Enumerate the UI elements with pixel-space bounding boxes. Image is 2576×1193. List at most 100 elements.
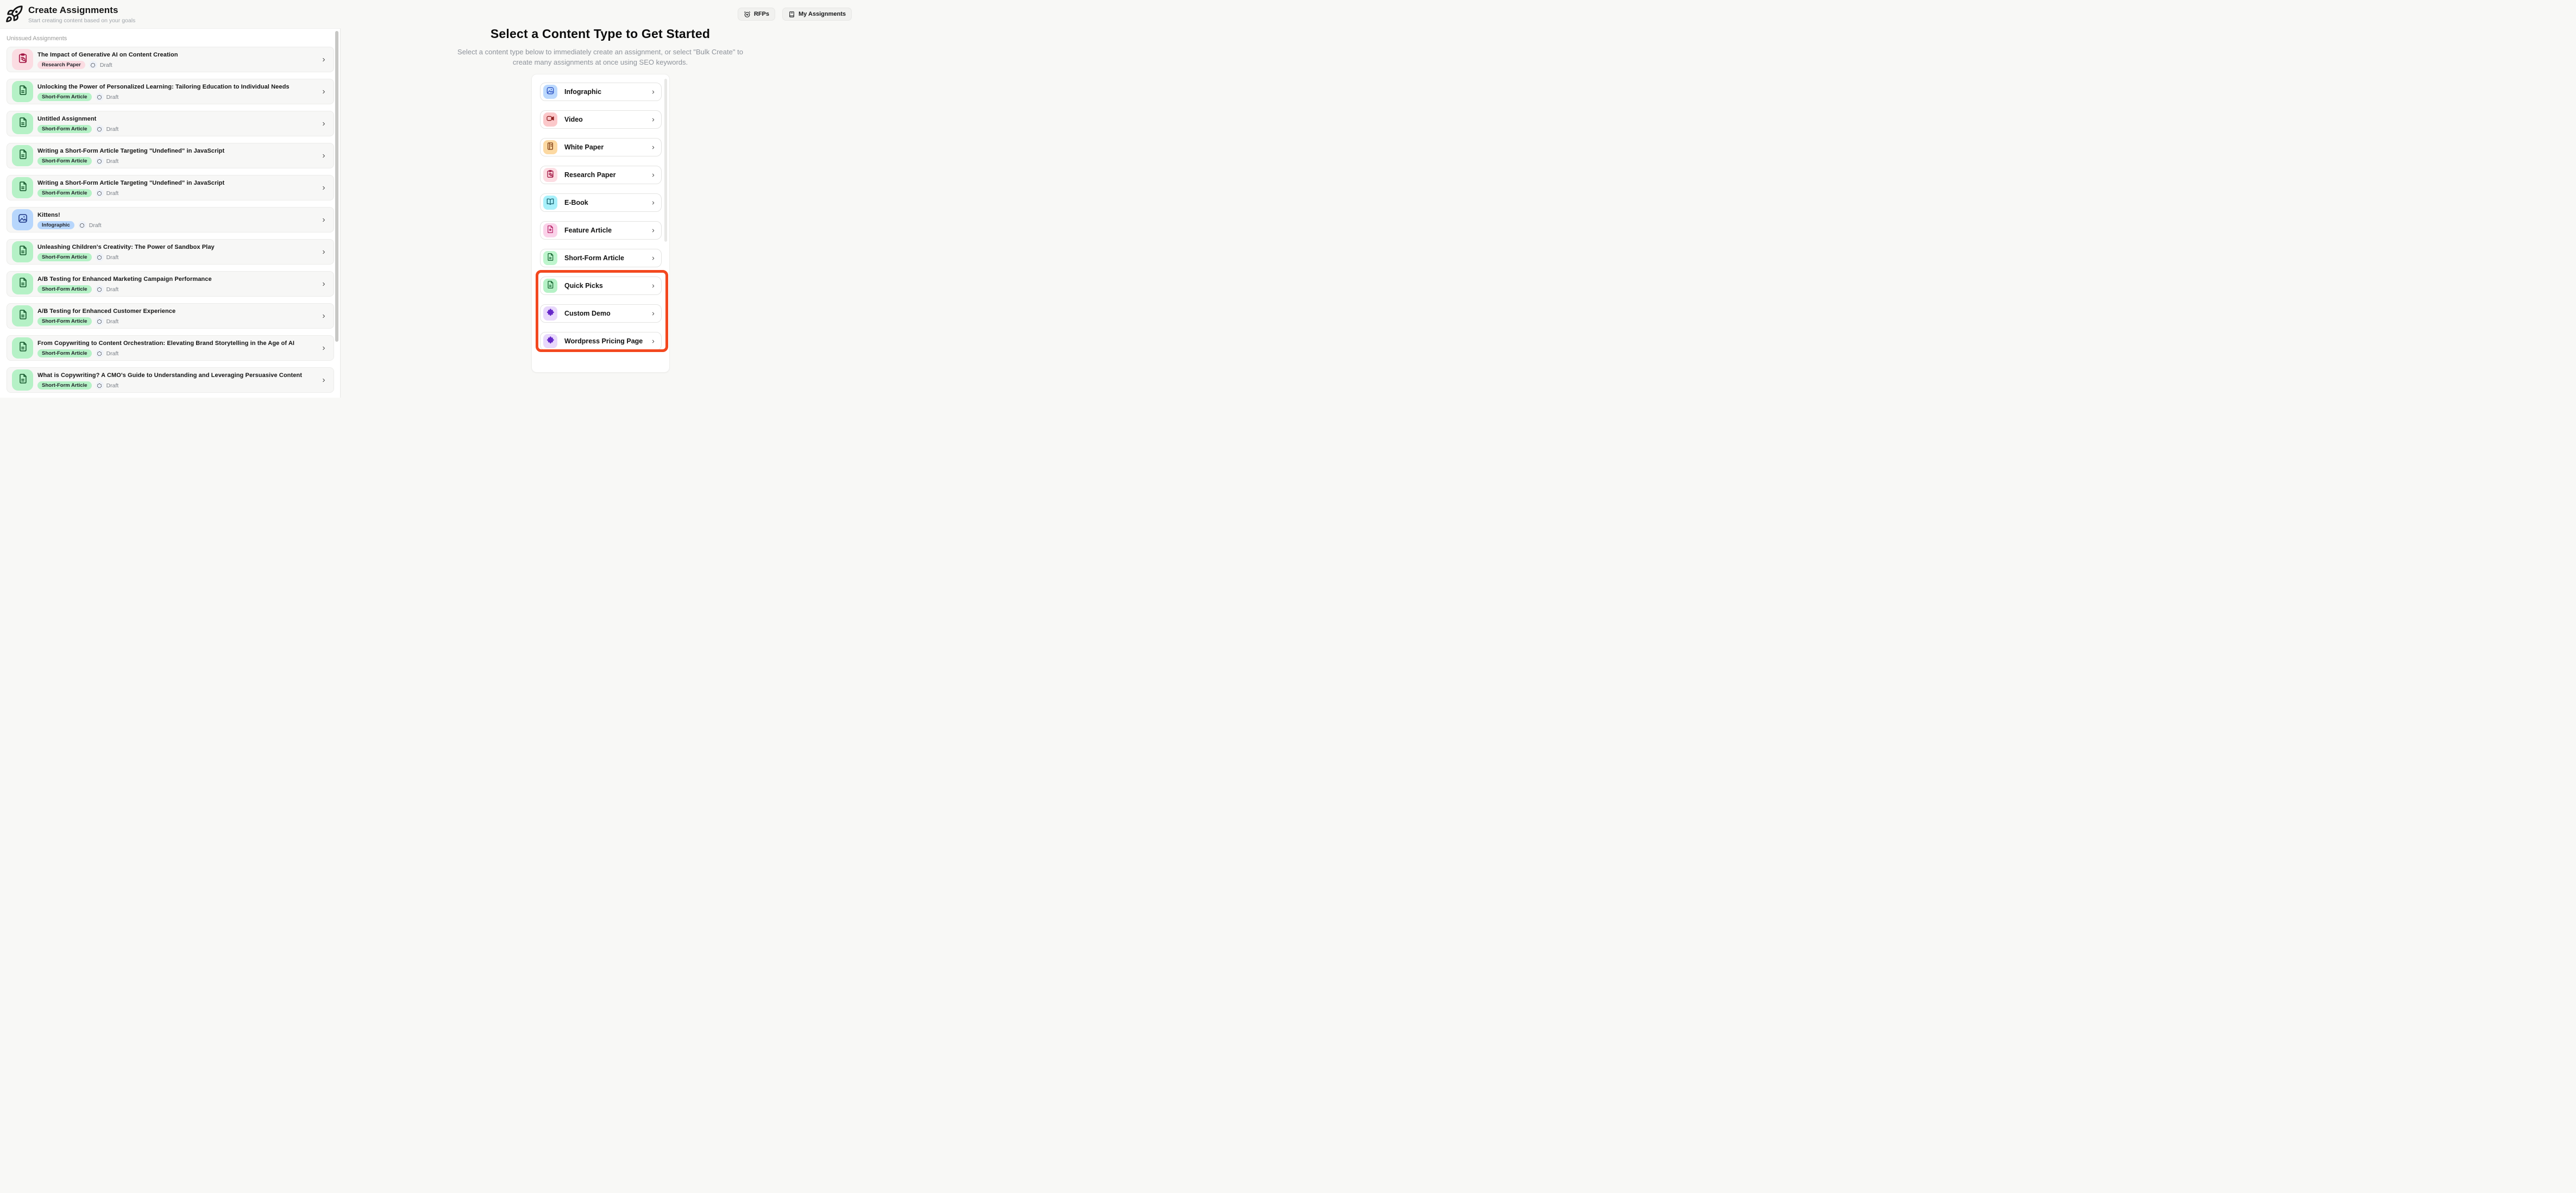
document-star-icon [543,223,557,237]
draft-status-icon [95,253,104,261]
content-type-scrollbar[interactable] [664,79,667,242]
content-type-label: Infographic [564,88,602,96]
chevron-right-icon [651,117,656,122]
assignment-card[interactable]: Kittens! Infographic Draft [7,207,334,233]
header-actions: RFPs My Assignments [737,8,852,21]
assignment-card[interactable]: Writing a Short-Form Article Targeting "… [7,143,334,168]
assignment-card[interactable]: From Copywriting to Content Orchestratio… [7,335,334,361]
content-type-label: Feature Article [564,227,612,234]
content-type-badge: Short-Form Article [37,253,92,261]
draft-status-icon [95,93,104,101]
document-icon [543,279,557,293]
status-label: Draft [89,222,102,229]
document-icon [12,369,33,391]
content-type-label: Custom Demo [564,310,611,317]
assignment-title: A/B Testing for Enhanced Customer Experi… [37,308,176,315]
document-icon [12,273,33,294]
clipboard-search-icon [12,49,33,70]
content-type-item[interactable]: Research Paper [540,166,662,184]
content-type-label: Wordpress Pricing Page [564,337,643,345]
content-type-badge: Research Paper [37,61,85,69]
content-type-badge: Short-Form Article [37,93,92,101]
my-assignments-button[interactable]: My Assignments [782,8,852,21]
page-header: Create Assignments Start creating conten… [0,0,859,28]
assignment-title: Writing a Short-Form Article Targeting "… [37,180,225,186]
chevron-right-icon [651,145,656,150]
image-icon [12,209,33,230]
content-type-item[interactable]: Quick Picks [540,277,662,295]
assignment-title: What is Copywriting? A CMO's Guide to Un… [37,372,303,379]
draft-status-icon [95,349,104,357]
draft-status-icon [95,189,104,197]
puzzle-icon [543,306,557,321]
content-type-item[interactable]: Feature Article [540,221,662,240]
status-label: Draft [106,286,119,293]
content-type-badge: Short-Form Article [37,349,92,357]
chevron-right-icon [321,281,326,287]
notebook-icon [543,140,557,154]
left-panel-scrollbar[interactable] [335,31,338,342]
assignment-card[interactable]: What is Copywriting? A CMO's Guide to Un… [7,367,334,393]
unissued-assignments-panel: Unissued Assignments The Impact of Gener… [0,28,341,398]
draft-status-icon [78,221,86,229]
assignment-card[interactable]: The Impact of Generative AI on Content C… [7,47,334,72]
content-type-panel: Infographic Video White Paper Research P… [531,74,670,373]
content-type-item[interactable]: Infographic [540,83,662,101]
status-label: Draft [106,158,119,165]
chevron-right-icon [321,57,326,62]
chevron-right-icon [651,311,656,316]
content-type-badge: Short-Form Article [37,157,92,165]
content-type-item[interactable]: Short-Form Article [540,249,662,267]
document-icon [12,337,33,359]
status-label: Draft [99,61,112,68]
assignment-title: Untitled Assignment [37,116,97,122]
document-icon [12,81,33,102]
draft-status-icon [95,381,104,390]
rfps-button[interactable]: RFPs [737,8,775,21]
chevron-right-icon [321,89,326,95]
document-icon [12,305,33,326]
content-type-label: E-Book [564,199,588,206]
timer-icon [744,11,751,18]
chevron-right-icon [651,90,656,95]
assignment-card[interactable]: A/B Testing for Enhanced Customer Experi… [7,303,334,329]
assignment-card[interactable]: Unleashing Children's Creativity: The Po… [7,239,334,265]
chevron-right-icon [321,217,326,223]
draft-status-icon [95,317,104,325]
content-type-label: Quick Picks [564,282,603,290]
video-icon [543,112,557,127]
chevron-right-icon [321,313,326,319]
content-type-item[interactable]: E-Book [540,193,662,212]
status-label: Draft [106,382,119,389]
content-type-item[interactable]: Video [540,110,662,129]
content-type-item[interactable]: Custom Demo [540,304,662,323]
chevron-right-icon [651,173,656,178]
document-icon [12,241,33,262]
document-icon [543,251,557,265]
draft-status-icon [95,157,104,165]
open-book-icon [543,196,557,210]
content-type-badge: Infographic [37,221,74,229]
assignment-card[interactable]: A/B Testing for Enhanced Marketing Campa… [7,271,334,297]
document-icon [12,177,33,198]
image-icon [543,85,557,99]
status-label: Draft [106,350,119,357]
assignment-card[interactable]: Writing a Short-Form Article Targeting "… [7,175,334,200]
assignment-title: A/B Testing for Enhanced Marketing Campa… [37,276,212,282]
assignment-title: Unlocking the Power of Personalized Lear… [37,84,290,90]
chevron-right-icon [651,200,656,205]
content-type-label: Video [564,116,583,123]
content-type-item[interactable]: White Paper [540,138,662,156]
content-type-badge: Short-Form Article [37,381,92,390]
chevron-right-icon [651,339,656,344]
puzzle-icon [543,334,557,348]
rfps-button-label: RFPs [753,11,769,17]
chevron-right-icon [321,346,326,351]
document-icon [12,145,33,166]
assignment-card[interactable]: Unlocking the Power of Personalized Lear… [7,79,334,104]
chevron-right-icon [321,249,326,255]
content-type-item[interactable]: Wordpress Pricing Page [540,332,662,350]
assignment-card[interactable]: Untitled Assignment Short-Form Article D… [7,111,334,136]
chevron-right-icon [321,378,326,383]
status-label: Draft [106,318,119,325]
